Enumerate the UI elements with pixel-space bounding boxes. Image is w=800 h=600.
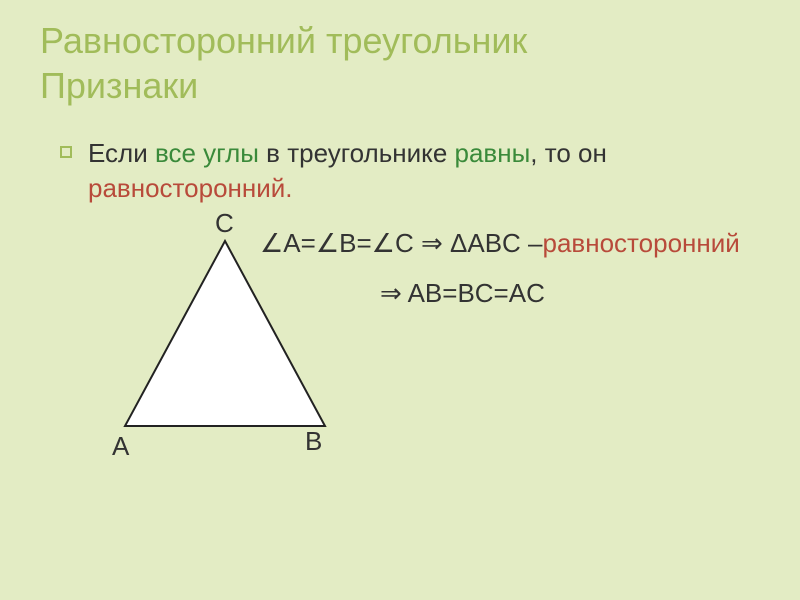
label-c: C bbox=[215, 208, 234, 239]
triangle-svg bbox=[110, 226, 340, 456]
title-line-2: Признаки bbox=[40, 65, 198, 106]
bt-6: равносторонний. bbox=[88, 173, 293, 203]
bt-4: равны bbox=[455, 138, 531, 168]
slide: Равносторонний треугольник Признаки Если… bbox=[0, 0, 800, 600]
triangle-shape bbox=[125, 241, 325, 426]
label-b: B bbox=[305, 426, 322, 457]
formula-1-word: равносторонний bbox=[543, 228, 740, 258]
slide-title: Равносторонний треугольник Признаки bbox=[40, 18, 760, 108]
bt-5: , то он bbox=[530, 138, 607, 168]
triangle-figure: C A B bbox=[110, 226, 340, 456]
formula-2: ⇒ AB=BC=AC bbox=[380, 278, 545, 309]
bt-3: в треугольнике bbox=[259, 138, 455, 168]
bt-2: все углы bbox=[155, 138, 259, 168]
title-line-1: Равносторонний треугольник bbox=[40, 20, 527, 61]
bullet-row: Если все углы в треугольнике равны, то о… bbox=[60, 136, 760, 206]
diagram-area: C A B ∠A=∠B=∠C ⇒ ΔABC –равносторонний ⇒ … bbox=[40, 216, 760, 496]
bt-1: Если bbox=[88, 138, 155, 168]
bullet-text: Если все углы в треугольнике равны, то о… bbox=[88, 136, 760, 206]
formula-1-math: ∠A=∠B=∠C ⇒ ΔABC – bbox=[260, 228, 543, 258]
formula-1: ∠A=∠B=∠C ⇒ ΔABC –равносторонний bbox=[260, 228, 740, 259]
label-a: A bbox=[112, 431, 129, 462]
bullet-icon bbox=[60, 146, 72, 158]
